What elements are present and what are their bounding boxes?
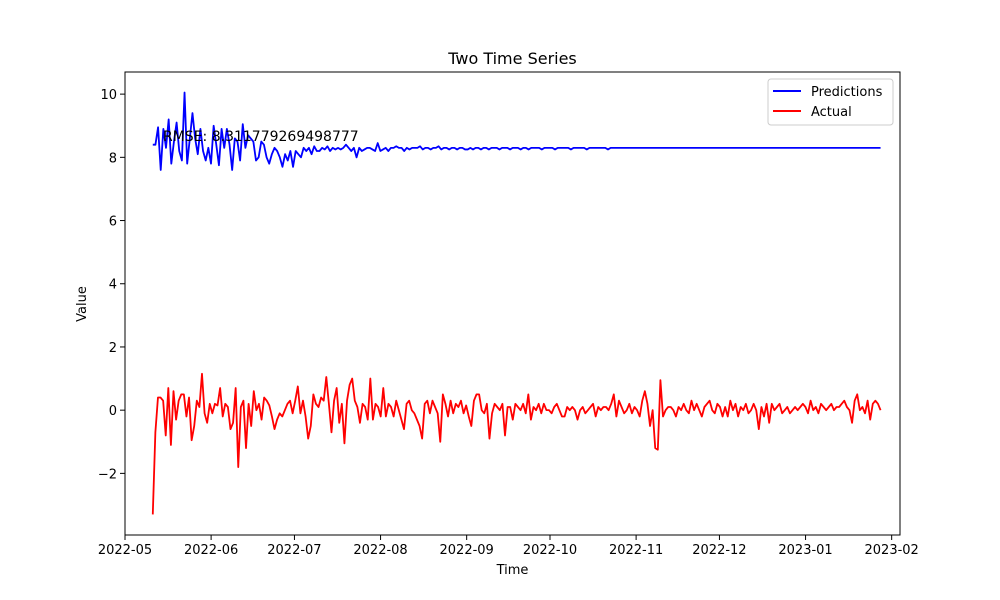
plot-frame [124, 71, 901, 536]
x-tick-label: 2022-07 [267, 543, 321, 558]
y-tick-label: 10 [100, 88, 117, 103]
y-tick-label: 4 [109, 278, 117, 293]
x-tick-label: 2023-01 [778, 543, 832, 558]
x-tick-label: 2022-05 [98, 543, 152, 558]
x-tick-label: 2022-09 [440, 543, 494, 558]
x-axis-label: Time [496, 563, 529, 578]
x-tick-label: 2022-10 [523, 543, 577, 558]
legend-label-predictions: Predictions [811, 85, 883, 100]
x-tick-label: 2023-02 [865, 543, 919, 558]
y-axis: −2 0 2 4 6 8 10 [98, 88, 125, 482]
y-tick-label: 8 [109, 151, 117, 166]
x-tick-label: 2022-06 [184, 543, 238, 558]
x-tick-label: 2022-08 [353, 543, 407, 558]
x-tick-label: 2022-12 [692, 543, 746, 558]
x-tick-label: 2022-11 [609, 543, 663, 558]
y-tick-label: 2 [109, 341, 117, 356]
series-line-actual [151, 372, 882, 515]
y-tick-label: −2 [98, 467, 117, 482]
y-tick-label: 0 [109, 404, 117, 419]
series-line-predictions [152, 91, 881, 171]
x-axis: 2022-05 2022-06 2022-07 2022-08 2022-09 2022-… [98, 535, 919, 558]
legend: Predictions Actual [767, 78, 894, 126]
rmse-annotation: RMSE: 8.311779269498777 [163, 129, 359, 145]
y-axis-label: Value [75, 286, 90, 322]
series-layer [151, 91, 882, 515]
chart-title: Two Time Series [447, 49, 577, 68]
legend-label-actual: Actual [811, 105, 852, 120]
y-tick-label: 6 [109, 215, 117, 230]
